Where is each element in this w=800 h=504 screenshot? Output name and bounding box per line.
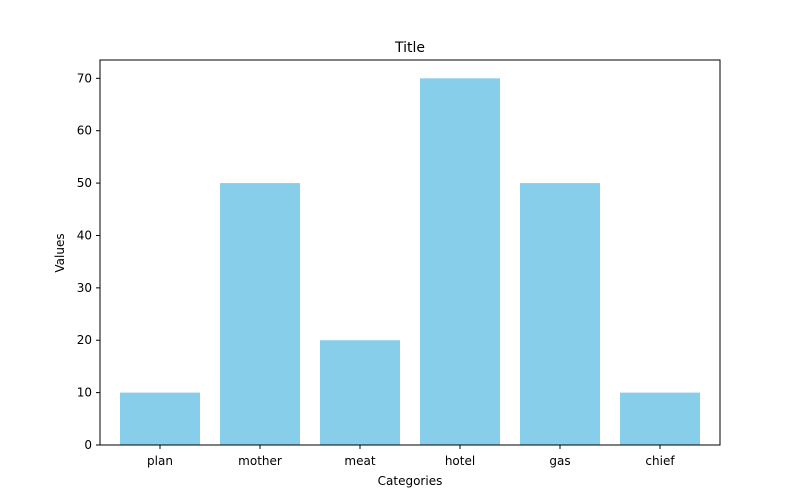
y-tick-label: 40 bbox=[77, 228, 92, 242]
x-tick-label: plan bbox=[147, 454, 173, 468]
x-axis-label: Categories bbox=[378, 474, 443, 488]
x-tick-label: chief bbox=[645, 454, 675, 468]
bar-meat bbox=[320, 340, 400, 445]
bar-chief bbox=[620, 392, 700, 445]
x-tick-label: meat bbox=[344, 454, 375, 468]
x-tick-label: hotel bbox=[445, 454, 475, 468]
y-axis-label: Values bbox=[53, 233, 67, 272]
y-tick-label: 20 bbox=[77, 333, 92, 347]
chart-title: Title bbox=[394, 40, 425, 56]
bar-gas bbox=[520, 183, 600, 445]
y-tick-label: 60 bbox=[77, 124, 92, 138]
y-tick-label: 70 bbox=[77, 71, 92, 85]
y-tick-label: 30 bbox=[77, 281, 92, 295]
x-axis: plan mother meat hotel gas chief bbox=[147, 445, 675, 468]
x-tick-label: gas bbox=[549, 454, 570, 468]
y-tick-label: 10 bbox=[77, 386, 92, 400]
bar-hotel bbox=[420, 78, 500, 445]
x-tick-label: mother bbox=[238, 454, 282, 468]
bar-mother bbox=[220, 183, 300, 445]
y-axis: 0 10 20 30 40 50 60 70 bbox=[77, 71, 100, 452]
bars-layer bbox=[120, 78, 700, 445]
y-tick-label: 50 bbox=[77, 176, 92, 190]
bar-plan bbox=[120, 392, 200, 445]
plot-frame bbox=[99, 59, 721, 446]
y-tick-label: 0 bbox=[84, 438, 92, 452]
